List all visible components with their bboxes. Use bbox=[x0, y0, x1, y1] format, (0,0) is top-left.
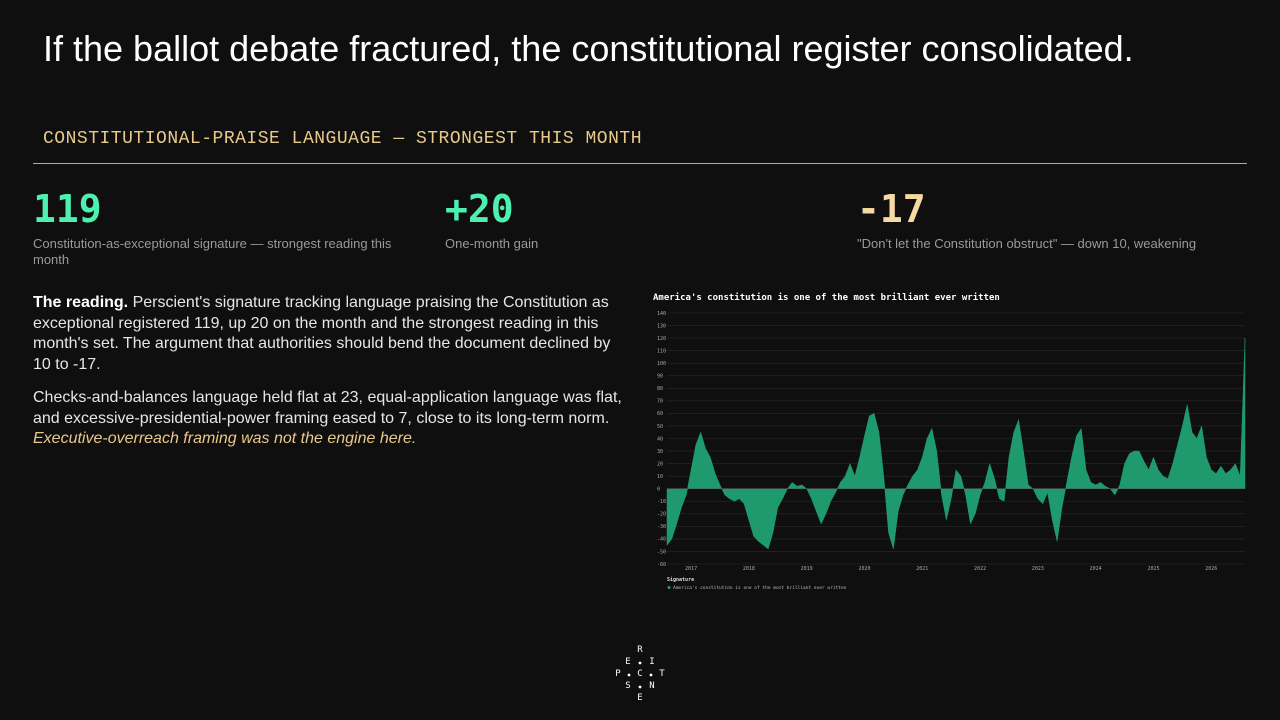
x-tick-label: 2022 bbox=[974, 566, 986, 572]
y-tick-label: 110 bbox=[657, 348, 666, 354]
legend-label: America's constitution is one of the mos… bbox=[673, 585, 847, 591]
x-tick-label: 2021 bbox=[916, 566, 928, 572]
y-tick-label: 130 bbox=[657, 323, 666, 329]
y-tick-label: -20 bbox=[657, 512, 666, 518]
logo-letter: N bbox=[649, 681, 654, 691]
y-tick-label: 0 bbox=[657, 487, 660, 493]
logo-dot bbox=[638, 685, 642, 689]
chart-title: America's constitution is one of the mos… bbox=[653, 292, 1000, 303]
y-tick-label: 100 bbox=[657, 361, 666, 367]
y-tick-label: 30 bbox=[657, 449, 663, 455]
paragraph: The reading. Perscient's signature track… bbox=[33, 293, 623, 375]
x-tick-label: 2026 bbox=[1205, 566, 1217, 572]
x-tick-label: 2017 bbox=[685, 566, 697, 572]
stat-label: One-month gain bbox=[445, 236, 539, 251]
logo-letter: S bbox=[625, 681, 630, 691]
x-tick-label: 2024 bbox=[1090, 566, 1102, 572]
stat-label: "Don't let the Constitution obstruct" — … bbox=[857, 236, 1197, 251]
chart: America's constitution is one of the mos… bbox=[653, 292, 1246, 591]
paragraph: Checks-and-balances language held flat a… bbox=[33, 388, 623, 450]
stat-value: +20 bbox=[445, 187, 514, 231]
y-tick-label: -50 bbox=[657, 549, 666, 555]
y-tick-label: 140 bbox=[657, 311, 666, 317]
logo-letter: I bbox=[649, 657, 654, 667]
text: Perscient's signature tracking language … bbox=[33, 294, 611, 373]
logo-dot bbox=[638, 661, 642, 665]
y-tick-label: 120 bbox=[657, 336, 666, 342]
slide-title: If the ballot debate fractured, the cons… bbox=[43, 28, 1134, 69]
area bbox=[666, 338, 1246, 550]
logo-dot bbox=[627, 673, 631, 677]
logo-letter: E bbox=[625, 657, 630, 667]
stat: -17 "Don't let the Constitution obstruct… bbox=[857, 186, 1247, 252]
lead: The reading. bbox=[33, 294, 129, 311]
x-tick-label: 2019 bbox=[801, 566, 813, 572]
logo-letter: P bbox=[615, 669, 621, 679]
slide-subtitle: CONSTITUTIONAL-PRAISE LANGUAGE — STRONGE… bbox=[43, 129, 642, 149]
y-tick-label: 50 bbox=[657, 424, 663, 430]
logo-letter: T bbox=[659, 669, 665, 679]
y-tick-label: -10 bbox=[657, 499, 666, 505]
y-tick-label: 10 bbox=[657, 474, 663, 480]
logo-letter: C bbox=[637, 669, 642, 679]
emphasis: Executive-overreach framing was not the … bbox=[33, 430, 417, 447]
x-tick-label: 2023 bbox=[1032, 566, 1044, 572]
stat-value: -17 bbox=[857, 187, 926, 231]
legend-title: Signature bbox=[667, 577, 694, 583]
x-tick-label: 2020 bbox=[858, 566, 870, 572]
logo: RE IP C TS NE bbox=[615, 645, 665, 703]
body-text: The reading. Perscient's signature track… bbox=[33, 293, 623, 463]
y-tick-label: -60 bbox=[657, 562, 666, 568]
logo-letter: R bbox=[637, 645, 643, 655]
y-tick-label: 60 bbox=[657, 411, 663, 417]
stat: 119 Constitution-as-exceptional signatur… bbox=[33, 186, 423, 268]
x-tick-label: 2018 bbox=[743, 566, 755, 572]
text: Checks-and-balances language held flat a… bbox=[33, 389, 622, 427]
y-tick-label: -40 bbox=[657, 537, 666, 543]
legend-swatch bbox=[667, 586, 671, 589]
y-tick-label: 90 bbox=[657, 374, 663, 380]
y-tick-label: 70 bbox=[657, 399, 663, 405]
stat-label: Constitution-as-exceptional signature — … bbox=[33, 236, 392, 267]
y-tick-label: 40 bbox=[657, 436, 663, 442]
logo-dot bbox=[649, 673, 653, 677]
divider bbox=[33, 163, 1247, 164]
logo-letter: E bbox=[637, 693, 642, 703]
y-tick-label: -30 bbox=[657, 524, 666, 530]
y-tick-label: 80 bbox=[657, 386, 663, 392]
y-tick-label: 20 bbox=[657, 461, 663, 467]
x-tick-label: 2025 bbox=[1147, 566, 1159, 572]
stat-value: 119 bbox=[33, 187, 102, 231]
stat: +20 One-month gain bbox=[445, 186, 825, 252]
